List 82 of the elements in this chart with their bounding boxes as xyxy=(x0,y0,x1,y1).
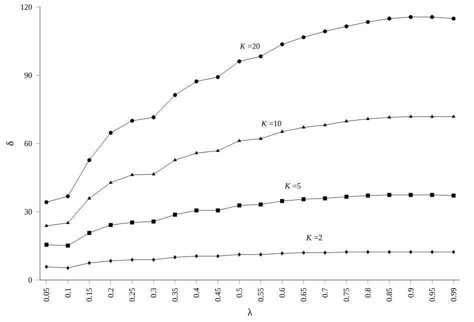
point xyxy=(302,125,306,128)
point xyxy=(323,29,327,34)
point xyxy=(280,42,284,46)
point xyxy=(130,172,134,176)
point xyxy=(408,114,412,118)
point xyxy=(194,151,198,154)
point xyxy=(302,197,306,202)
point xyxy=(216,254,220,258)
point xyxy=(258,54,263,58)
point xyxy=(302,35,306,40)
point xyxy=(87,158,92,162)
point xyxy=(323,250,327,255)
point xyxy=(387,192,392,197)
point xyxy=(452,114,456,118)
point xyxy=(452,16,456,21)
point xyxy=(173,93,177,98)
point xyxy=(452,194,456,198)
point xyxy=(87,230,92,235)
point xyxy=(44,242,48,247)
point xyxy=(323,196,327,200)
point xyxy=(344,119,348,122)
point xyxy=(238,138,242,142)
point xyxy=(88,196,92,200)
point xyxy=(130,118,134,123)
point xyxy=(216,208,220,212)
point xyxy=(237,59,242,64)
point xyxy=(108,180,112,184)
point xyxy=(216,75,220,80)
point xyxy=(258,202,263,206)
point xyxy=(194,79,198,84)
point xyxy=(387,16,392,21)
point xyxy=(344,24,348,28)
point xyxy=(366,116,370,120)
point xyxy=(409,250,412,254)
point xyxy=(280,199,284,204)
point xyxy=(194,254,198,258)
point xyxy=(366,250,370,254)
point xyxy=(44,224,48,227)
point xyxy=(323,123,327,126)
point xyxy=(173,212,177,217)
point xyxy=(258,136,262,140)
point xyxy=(152,115,156,120)
point xyxy=(44,200,48,204)
point xyxy=(109,258,112,263)
point xyxy=(66,244,70,248)
point xyxy=(130,258,134,262)
point xyxy=(280,130,284,133)
point xyxy=(430,114,434,118)
point xyxy=(259,252,262,257)
point xyxy=(408,192,413,197)
point xyxy=(344,250,348,254)
point xyxy=(366,20,370,24)
y-axis-title: δ xyxy=(6,142,14,146)
point xyxy=(237,203,242,208)
point xyxy=(430,15,434,19)
point xyxy=(344,194,348,199)
point xyxy=(66,266,70,270)
point xyxy=(302,250,306,255)
point xyxy=(430,192,434,197)
point xyxy=(66,220,70,224)
x-axis-title: λ xyxy=(248,308,252,316)
point xyxy=(66,194,70,198)
point xyxy=(130,220,134,224)
point xyxy=(216,148,220,152)
point xyxy=(388,250,391,254)
point xyxy=(173,158,177,162)
point xyxy=(408,15,413,19)
point xyxy=(152,220,156,224)
point xyxy=(280,251,284,256)
point xyxy=(44,264,48,269)
point xyxy=(108,222,113,227)
point xyxy=(388,115,392,118)
point xyxy=(238,252,241,257)
point xyxy=(194,208,198,212)
point xyxy=(173,255,177,260)
point xyxy=(152,258,156,262)
point xyxy=(108,130,113,135)
point xyxy=(430,250,434,254)
point xyxy=(152,172,156,176)
point xyxy=(88,260,91,265)
point xyxy=(452,250,456,254)
point xyxy=(366,194,370,198)
